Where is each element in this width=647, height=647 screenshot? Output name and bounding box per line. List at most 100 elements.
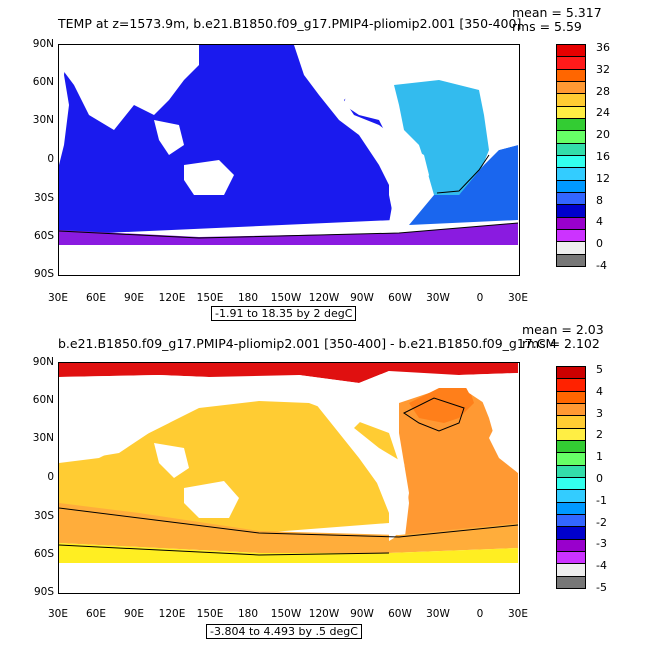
panel1-land-asia: [59, 45, 199, 130]
panel1-contour-line: [59, 222, 518, 239]
panel2-land-australia: [184, 481, 239, 518]
colorbar-label: 0: [596, 472, 603, 485]
panel1-xtick: 60E: [86, 292, 106, 304]
panel1-contour-info: -1.91 to 18.35 by 2 degC: [211, 306, 357, 321]
colorbar-swatch: [556, 216, 586, 230]
colorbar-swatch: [556, 440, 586, 454]
panel1-xtick: 120W: [308, 292, 340, 304]
colorbar-swatch: [556, 563, 586, 577]
panel1-ytick: 90S: [33, 268, 54, 280]
panel2-xtick: 120W: [308, 608, 340, 620]
colorbar-swatch: [556, 204, 586, 218]
colorbar-swatch: [556, 253, 586, 267]
panel1-ytick: 90N: [32, 38, 54, 50]
colorbar-label: 8: [596, 193, 603, 207]
colorbar-swatch: [556, 415, 586, 429]
panel1-xtick: 90W: [350, 292, 374, 304]
panel2-xtick: 60E: [86, 608, 106, 620]
panel1-contour-line: [436, 154, 490, 194]
panel2-contour-line: [403, 397, 465, 432]
colorbar-swatch: [556, 526, 586, 540]
panel2-mean: mean = 2.03: [522, 322, 604, 337]
panel2-ytick: 0: [47, 471, 54, 483]
panel2-contour-line: [59, 544, 390, 556]
panel2-arctic-field: [59, 363, 518, 383]
panel2-land-westafrica: [489, 413, 518, 473]
panel2-xtick: 120E: [158, 608, 186, 620]
panel2-xtick: 180: [237, 608, 259, 620]
colorbar-swatch: [556, 427, 586, 441]
panel1-ytick: 60S: [33, 230, 54, 242]
colorbar-swatch: [556, 130, 586, 144]
panel1-ytick: 0: [47, 153, 54, 165]
colorbar-label: -4: [596, 259, 607, 272]
panel2-xtick: 60W: [388, 608, 412, 620]
colorbar-swatch: [556, 452, 586, 466]
panel1-xtick: 30W: [426, 292, 450, 304]
colorbar-label: 20: [596, 128, 610, 142]
colorbar-swatch: [556, 538, 586, 552]
panel1-ytick: 30N: [32, 114, 54, 126]
colorbar-swatch: [556, 390, 586, 404]
panel2-northatlantic-warm: [409, 388, 474, 423]
panel2-xtick: 30E: [48, 608, 68, 620]
colorbar-swatch: [556, 68, 586, 82]
colorbar-label: -1: [596, 493, 607, 507]
colorbar-swatch: [556, 514, 586, 528]
panel2-ytick: 60N: [32, 394, 54, 406]
panel2-colorbar: 5 4 3 2 1 0 -1 -2 -3 -4 -5: [556, 363, 647, 594]
colorbar-swatch: [556, 551, 586, 565]
colorbar-swatch: [556, 81, 586, 95]
panel2-southern-band: [59, 503, 518, 553]
panel1-land-australia: [184, 160, 234, 195]
panel1-land-africa: [59, 45, 69, 165]
panel2-xtick: 30W: [426, 608, 450, 620]
panel2-contour-line: [59, 507, 518, 538]
colorbar-swatch: [556, 44, 586, 58]
colorbar-swatch: [556, 575, 586, 589]
panel2-rms: rms = 2.102: [522, 336, 600, 351]
panel1-colorbar: 36 32 28 24 20 16 12 8 4 0 -4: [556, 41, 647, 272]
colorbar-swatch: [556, 501, 586, 515]
colorbar-swatch: [556, 167, 586, 181]
panel1-land-seasia: [154, 120, 184, 155]
colorbar-label: -5: [596, 581, 607, 594]
panel1-land-europe: [439, 45, 518, 90]
panel1-satlantic-field: [409, 145, 518, 225]
panel2-contour-info: -3.804 to 4.493 by .5 degC: [206, 624, 362, 639]
colorbar-label: 3: [596, 406, 603, 420]
panel1-land-antarctica: [59, 245, 518, 274]
panel2-xtick: 150E: [196, 608, 224, 620]
panel2-land-europe: [459, 373, 518, 413]
colorbar-swatch: [556, 366, 586, 380]
colorbar-label: 12: [596, 171, 610, 185]
colorbar-swatch: [556, 229, 586, 243]
panel2-ytick: 30S: [33, 510, 54, 522]
colorbar-swatch: [556, 464, 586, 478]
panel2-land-asia: [59, 375, 209, 458]
colorbar-label: 4: [596, 215, 603, 229]
panel2-ytick: 90N: [32, 356, 54, 368]
colorbar-label: -3: [596, 537, 607, 551]
colorbar-label: 5: [596, 363, 603, 376]
panel1-title: TEMP at z=1573.9m, b.e21.B1850.f09_g17.P…: [58, 16, 522, 31]
colorbar-swatch: [556, 142, 586, 156]
panel2-ytick: 60S: [33, 548, 54, 560]
panel2-title: b.e21.B1850.f09_g17.PMIP4-pliomip2.001 […: [58, 336, 557, 351]
panel2-land-seasia: [154, 443, 189, 478]
panel2-map-canvas: [59, 363, 518, 592]
colorbar-swatch: [556, 155, 586, 169]
colorbar-swatch: [556, 477, 586, 491]
panel2-xtick: 90E: [124, 608, 144, 620]
colorbar-label: 2: [596, 428, 603, 442]
panel1-ytick: 30S: [33, 192, 54, 204]
panel1-xtick: 60W: [388, 292, 412, 304]
panel2-pacific-field: [59, 401, 399, 533]
panel1-xtick: 30E: [48, 292, 68, 304]
panel2-xtick: 90W: [350, 608, 374, 620]
colorbar-swatch: [556, 56, 586, 70]
panel2-land-antarctica: [59, 563, 518, 592]
panel2-xtick: 150W: [270, 608, 302, 620]
colorbar-label: 4: [596, 384, 603, 398]
panel1-xtick: 30E: [508, 292, 528, 304]
